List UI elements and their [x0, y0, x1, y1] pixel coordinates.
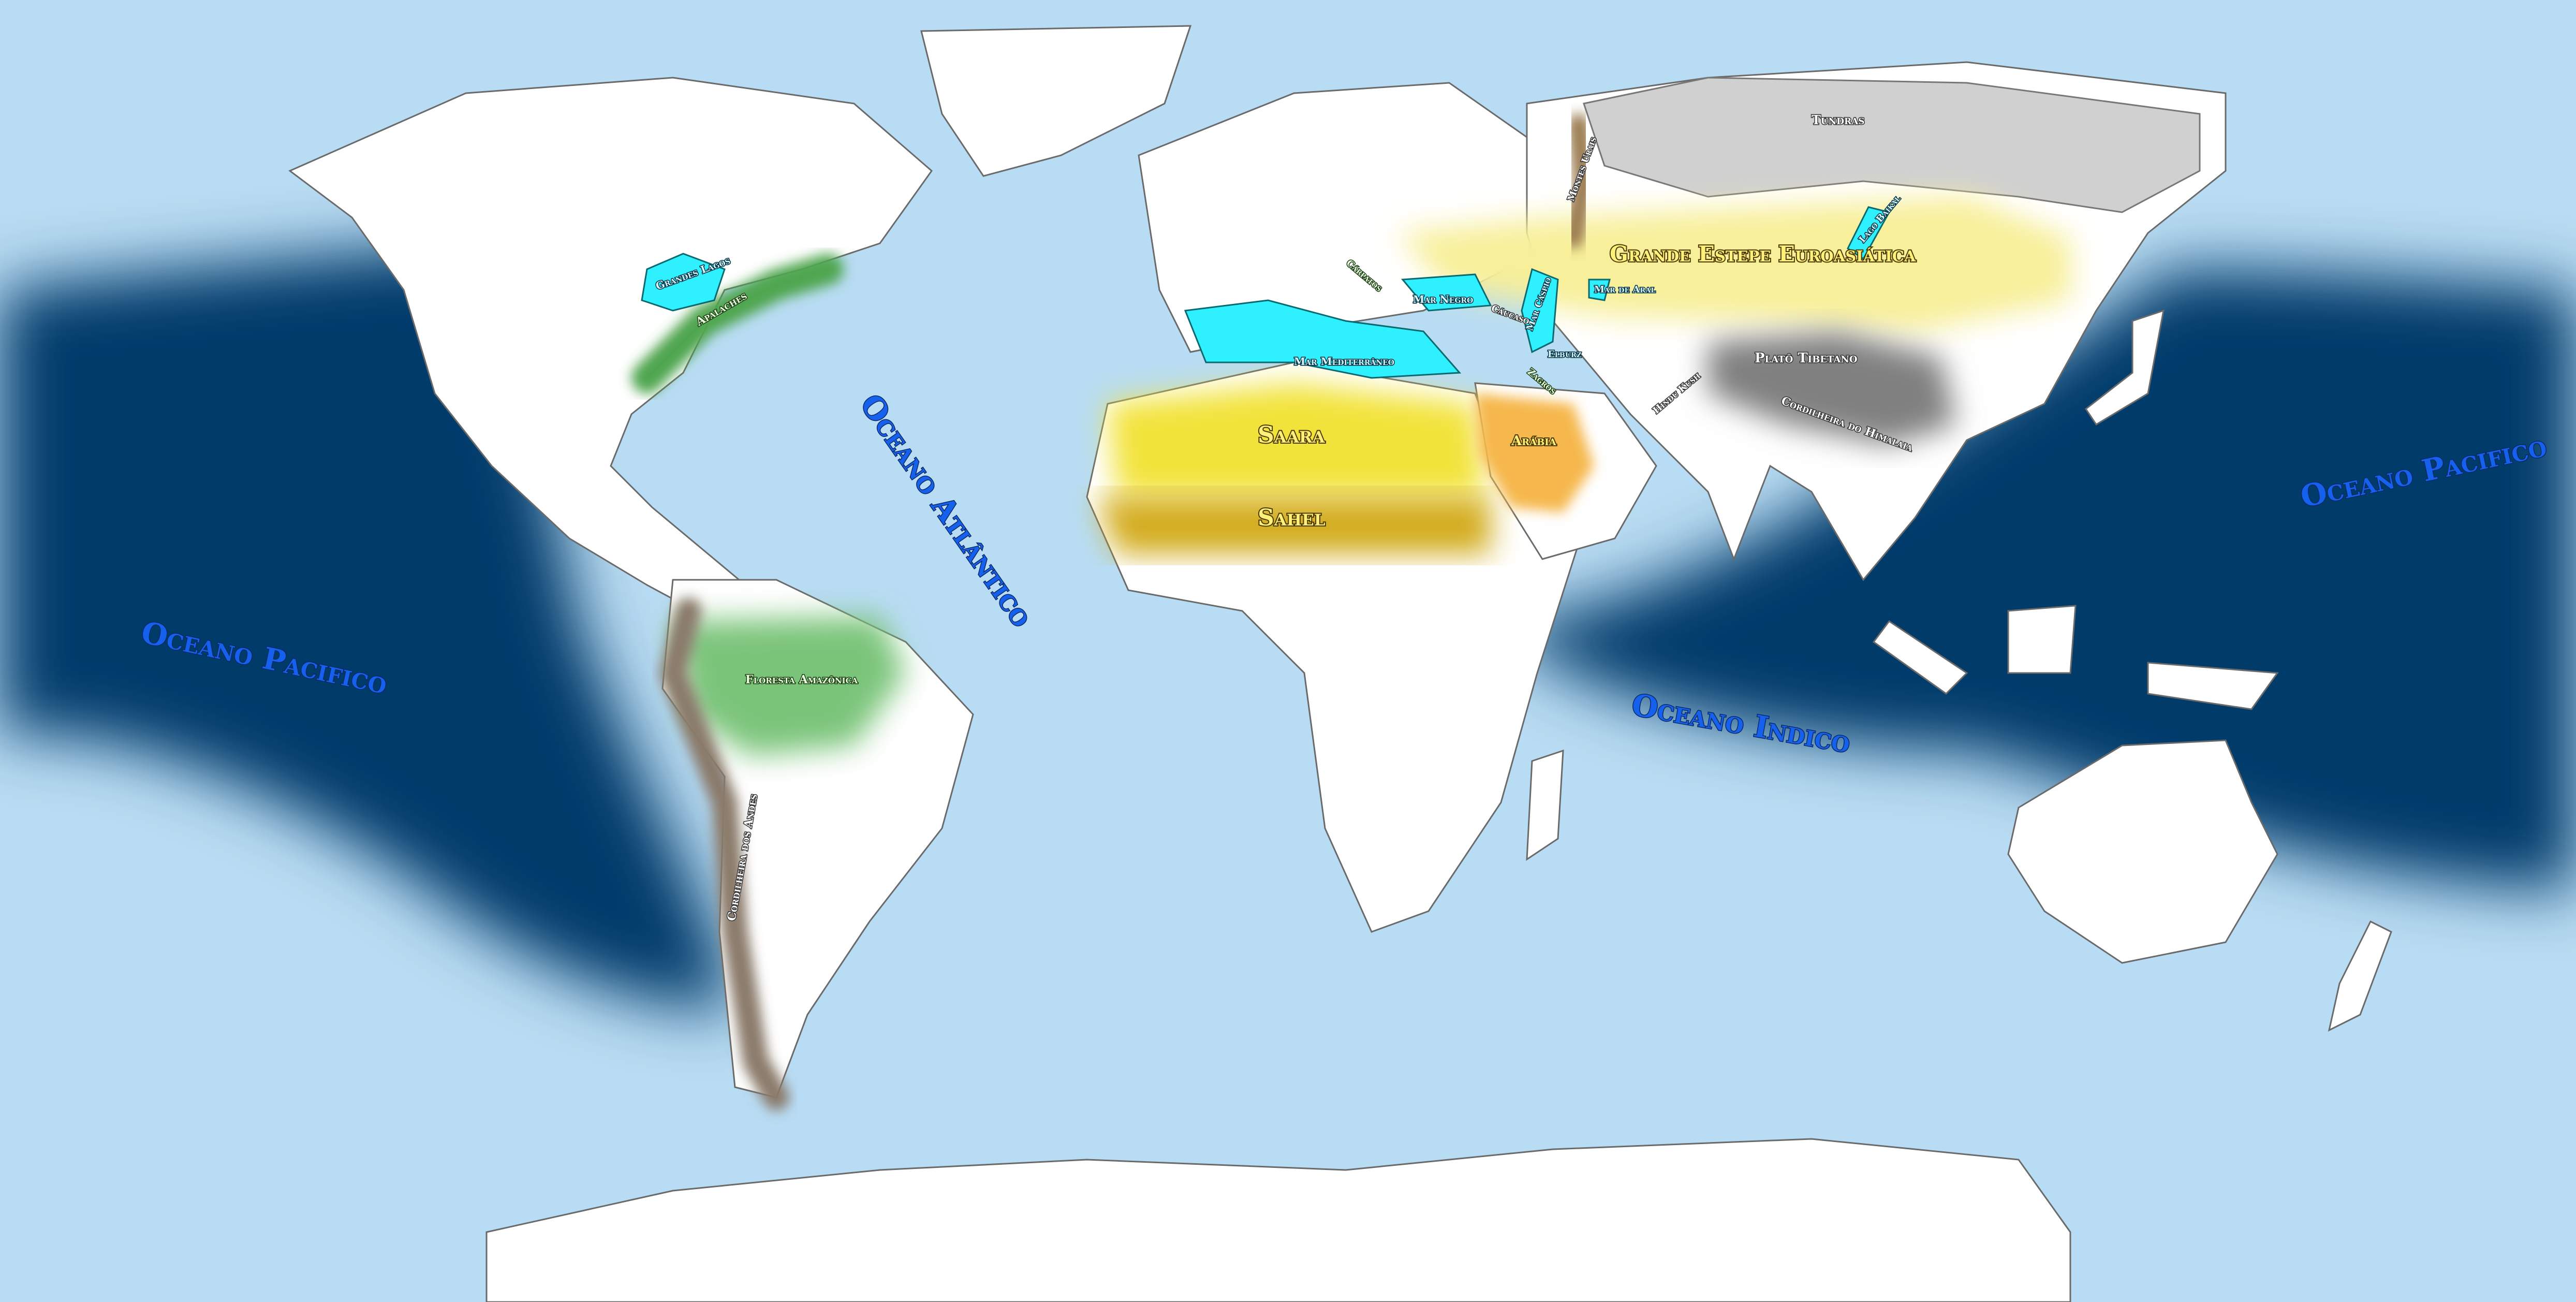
region-label-black-sea: Mar Negro — [1413, 293, 1473, 305]
aral-sea — [1588, 279, 1611, 301]
region-label-tibet: Platô Tibetano — [1755, 350, 1858, 366]
caspian-sea — [1521, 268, 1559, 354]
region-label-amazon: Floresta Amazônica — [745, 673, 858, 686]
land-antarctica — [485, 1138, 2071, 1302]
land-greenland — [920, 25, 1192, 177]
land-borneo — [2007, 605, 2077, 674]
region-label-sahara: Saara — [1258, 422, 1326, 448]
pacific-deep-band-east — [1501, 269, 2576, 890]
region-label-arabia: Arábia — [1511, 433, 1557, 449]
sahel-region — [1097, 497, 1491, 554]
land-sumatra — [1872, 620, 1968, 695]
land-australia — [2007, 739, 2278, 964]
amazon-region — [673, 616, 906, 756]
mediterranean-sea — [1184, 299, 1462, 379]
arabia-region — [1475, 393, 1594, 513]
region-label-steppe: Grande Estepe Euroasiática — [1610, 241, 1916, 267]
urals-range — [1563, 114, 1595, 248]
sahara-region — [1108, 383, 1485, 497]
baikal-lake — [1847, 206, 1891, 260]
appalachians-range — [631, 254, 844, 393]
tundra-region — [1583, 77, 2201, 213]
land-japan — [2084, 309, 2165, 426]
great-lakes — [641, 253, 726, 312]
region-label-tundra: Tundras — [1812, 112, 1865, 127]
land-new-zealand — [2328, 920, 2392, 1032]
tibet-region — [1708, 331, 1956, 445]
region-label-aral: Mar de Aral — [1594, 284, 1656, 295]
black-sea — [1401, 273, 1492, 312]
region-label-mediterranean: Mar Mediterrâneo — [1294, 355, 1394, 368]
land-madagascar — [1526, 749, 1564, 861]
region-label-elburz: Elburz — [1548, 349, 1582, 360]
andes-range — [659, 598, 789, 1110]
pacific-deep-band-west — [0, 243, 735, 1010]
land-new-guinea — [2147, 662, 2279, 710]
inland-waters — [641, 206, 1891, 379]
region-label-sahel: Sahel — [1258, 505, 1326, 531]
land-north-america — [288, 77, 933, 622]
